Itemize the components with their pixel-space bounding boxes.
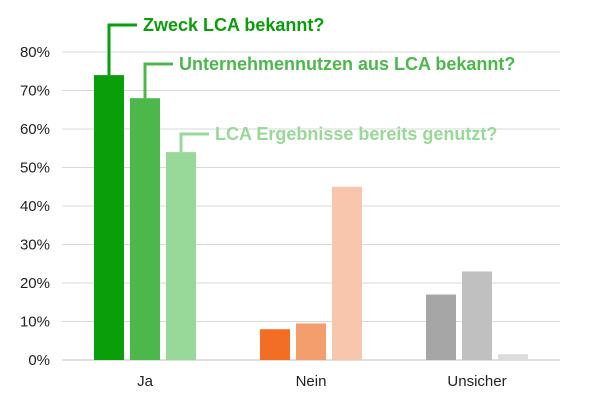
y-tick-label: 30% [20,237,50,254]
bar-nein-series-3 [332,186,362,360]
y-tick-label: 60% [20,121,50,138]
x-category-label: Unsicher [447,373,506,390]
series-callouts: Zweck LCA bekannt? Unternehmennutzen aus … [107,15,515,153]
bar-unsicher-series-3 [498,354,528,360]
bar-nein-series-1 [260,329,290,360]
callout-line [107,23,137,76]
callout-line [143,62,173,99]
bar-ja-series-2 [130,98,160,360]
x-axis-labels: Ja Nein Unsicher [137,373,507,390]
y-axis-ticks: 0% 10% 20% 30% 40% 50% 60% 70% 80% [20,44,50,369]
y-tick-label: 10% [20,314,50,331]
y-tick-label: 0% [28,352,50,369]
bar-nein-series-2 [296,323,326,360]
bars [94,75,528,360]
y-tick-label: 40% [20,198,50,215]
bar-ja-series-3 [166,152,196,360]
series-callout-label: Zweck LCA bekannt? [143,15,324,35]
y-tick-label: 80% [20,44,50,61]
y-tick-label: 70% [20,83,50,100]
bar-ja-series-1 [94,75,124,360]
x-category-label: Ja [137,373,154,390]
bar-unsicher-series-1 [426,294,456,360]
series-callout-label: Unternehmennutzen aus LCA bekannt? [179,54,515,74]
callout-line [179,132,209,153]
x-category-label: Nein [296,373,327,390]
y-tick-label: 20% [20,275,50,292]
bar-unsicher-series-2 [462,271,492,360]
series-callout-label: LCA Ergebnisse bereits genutzt? [215,124,497,144]
y-tick-label: 50% [20,160,50,177]
